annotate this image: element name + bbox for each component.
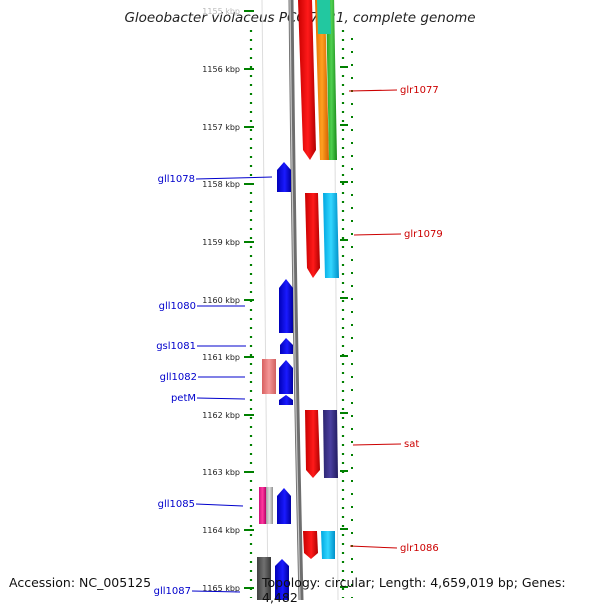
gene-block-green — [326, 0, 337, 160]
gene-block-sat-navy — [323, 410, 338, 478]
label-leader-glr1077 — [348, 89, 398, 92]
ruler-label: 1156 kbp — [202, 65, 240, 74]
label-leader-glr1086 — [349, 545, 398, 549]
gene-block-gll1085-gray — [266, 487, 273, 524]
ruler-label: 1157 kbp — [202, 123, 240, 132]
gene-arrow-gll1082 — [279, 360, 293, 394]
left-gene-labels: gll1078 gll1080 gsl1081 gll1082 petM gll… — [154, 174, 273, 597]
ruler-label: 1158 kbp — [202, 180, 240, 189]
gene-block-gll1082-pink — [262, 359, 276, 394]
gene-arrow-gll1085 — [277, 488, 291, 524]
ruler-label: 1165 kbp — [202, 584, 240, 593]
label-leader-petM — [196, 397, 246, 400]
gene-block-glr1086-cyan — [321, 531, 335, 559]
label-leader-gll1078 — [195, 176, 273, 180]
label-leader-sat — [352, 443, 402, 446]
gene-arrow-petM — [279, 395, 293, 405]
gene-block-gll1085-magenta — [259, 487, 266, 524]
gene-block-sat — [305, 410, 320, 478]
ruler-label: 1160 kbp — [202, 296, 240, 305]
ruler-label: 1161 kbp — [202, 353, 240, 362]
gene-arrow-gll1078 — [277, 162, 291, 192]
gene-block-gll1087-dark — [257, 557, 271, 600]
gene-block-teal — [317, 0, 331, 34]
ruler-ticks — [244, 10, 348, 589]
gene-label-glr1086: glr1086 — [400, 543, 439, 554]
gene-block-glr1079 — [305, 193, 320, 278]
ruler-label: 1164 kbp — [202, 526, 240, 535]
ruler-label: 1163 kbp — [202, 468, 240, 477]
genome-backbone-highlight — [289, 0, 301, 600]
gene-label-sat: sat — [404, 439, 419, 450]
ruler-label: 1159 kbp — [202, 238, 240, 247]
gene-label-gll1087: gll1087 — [154, 586, 191, 597]
reverse-strand-features — [257, 162, 293, 600]
gene-label-glr1077: glr1077 — [400, 85, 439, 96]
gene-label-gsl1081: gsl1081 — [156, 341, 196, 352]
accession-text: Accession: NC_005125 — [9, 575, 152, 590]
label-leader-gll1087 — [191, 590, 241, 593]
gene-label-gll1080: gll1080 — [159, 301, 196, 312]
genome-backbone — [288, 0, 304, 600]
ruler-labels: 1155 kbp 1156 kbp 1157 kbp 1158 kbp 1159… — [202, 7, 240, 593]
gene-label-gll1078: gll1078 — [158, 174, 195, 185]
ruler-label: 1155 kbp — [202, 7, 240, 16]
gene-arrow-gsl1081 — [280, 338, 293, 354]
ruler-label: 1162 kbp — [202, 411, 240, 420]
forward-strand-features — [298, 0, 339, 559]
gene-block-orange — [315, 0, 329, 160]
gene-label-gll1082: gll1082 — [160, 372, 197, 383]
label-leader-glr1079 — [353, 233, 402, 236]
gene-block-glr1086 — [303, 531, 318, 559]
topology-text: Topology: circular; Length: 4,659,019 bp… — [262, 575, 566, 605]
gene-block-glr1079-cyan — [323, 193, 339, 278]
right-gene-labels: glr1077 glr1079 sat glr1086 — [348, 85, 443, 554]
gene-block-glr1077 — [298, 0, 316, 160]
label-leader-gll1085 — [195, 503, 244, 507]
gene-label-petM: petM — [171, 393, 196, 404]
gene-arrow-gll1087 — [275, 559, 289, 600]
gene-label-glr1079: glr1079 — [404, 229, 443, 240]
gene-label-gll1085: gll1085 — [158, 499, 195, 510]
gene-arrow-gll1080 — [279, 279, 293, 333]
